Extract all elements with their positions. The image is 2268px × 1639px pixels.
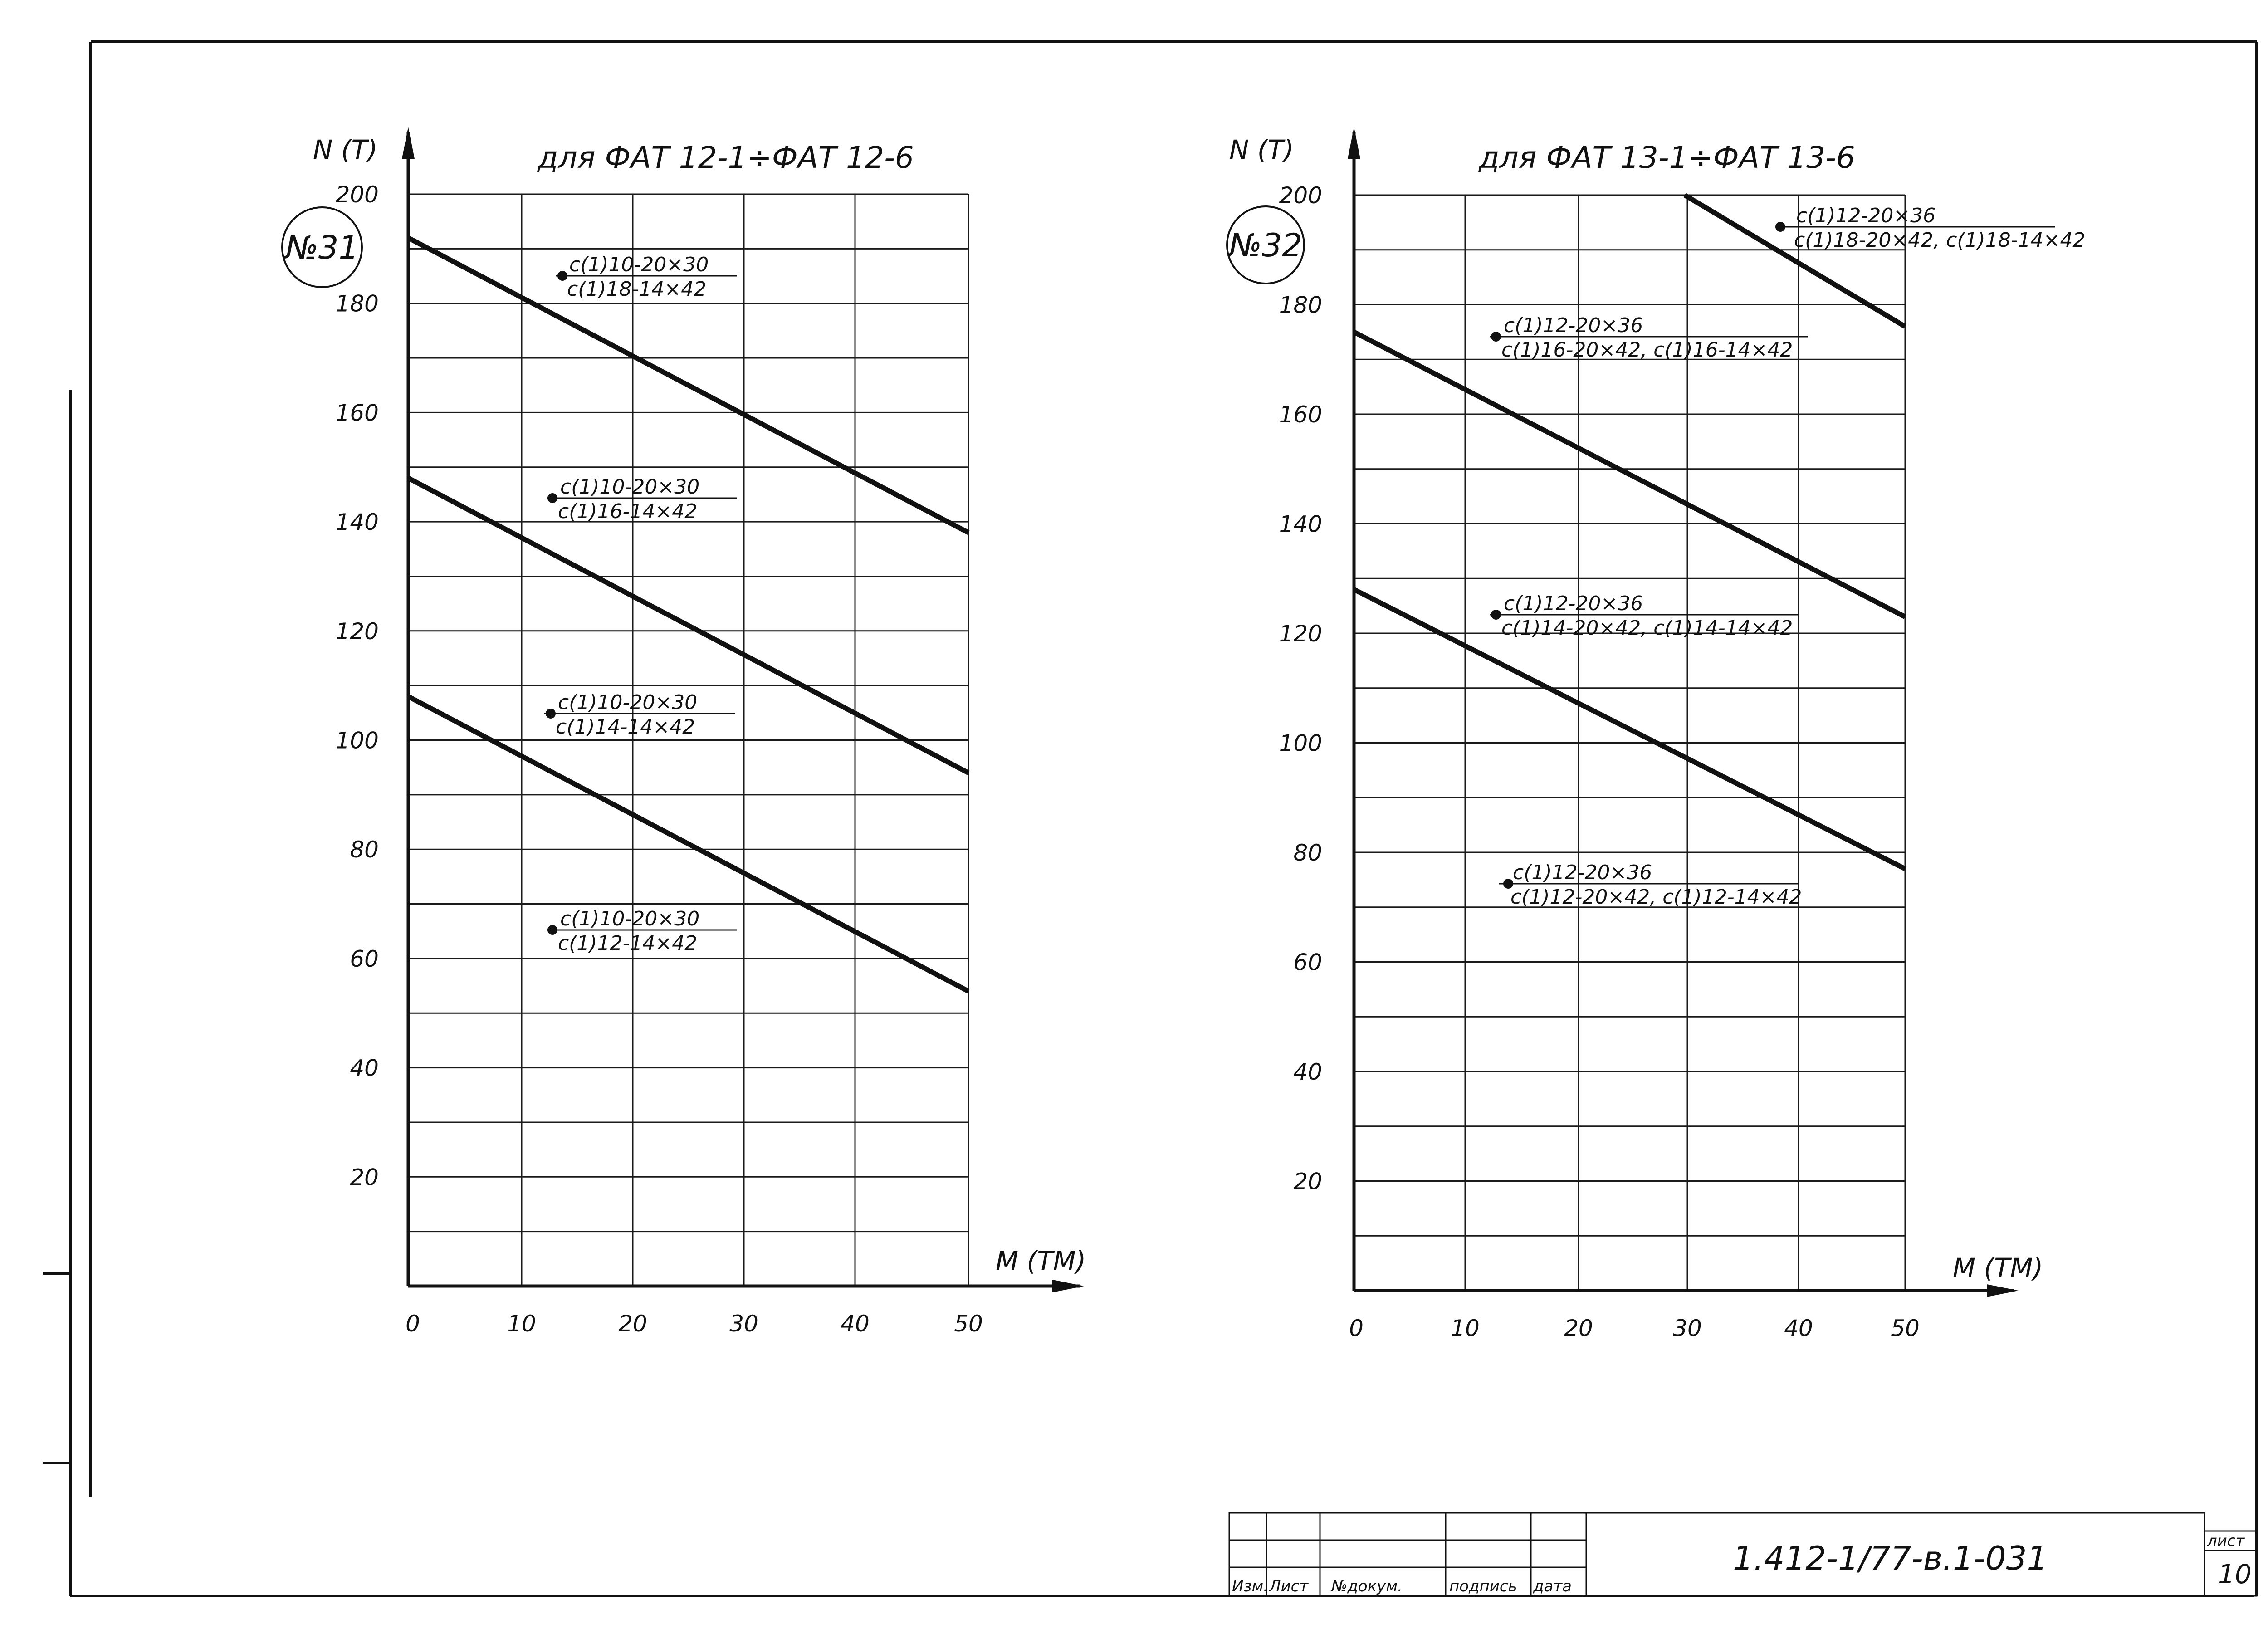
y-tick-label: 80 <box>350 837 379 863</box>
chart-fat13-plot: 20 40 60 80 100 120 140 160 180 200 0 10 20 30 40 50 c(1… <box>1279 127 2085 1341</box>
x-axis-label: М (ТМ) <box>1953 1252 2043 1283</box>
sheet-label: лист <box>2207 1532 2245 1550</box>
column-signature: подпись <box>1449 1577 1517 1595</box>
column-list: Лист <box>1268 1577 1309 1595</box>
series-label-top: c(1)12-20×36 <box>1513 861 1652 884</box>
series-label-top: c(1)12-20×36 <box>1504 314 1643 337</box>
x-axis-arrow <box>1052 1280 1084 1292</box>
y-tick-label: 180 <box>1279 292 1322 318</box>
y-tick-label: 100 <box>1279 730 1322 757</box>
x-tick-label: 50 <box>954 1311 983 1337</box>
series-label-dot <box>1775 222 1785 232</box>
x-tick-label: 0 <box>406 1311 420 1337</box>
x-tick-label: 20 <box>618 1311 647 1337</box>
y-tick-label: 60 <box>1293 949 1322 976</box>
x-tick-label: 10 <box>507 1311 536 1337</box>
y-tick-label: 20 <box>1293 1169 1322 1195</box>
chart-fat12-plot: 20 40 60 80 100 120 140 160 180 200 0 10 20 30 40 50 c(1… <box>336 127 1084 1337</box>
series-line-3 <box>1353 587 1906 871</box>
series-line-1 <box>407 235 970 535</box>
column-doc-number: №докум. <box>1330 1577 1403 1595</box>
y-tick-label: 160 <box>336 400 379 426</box>
badge-circle <box>1226 205 1305 284</box>
y-axis-arrow <box>1348 127 1360 159</box>
x-tick-label: 30 <box>729 1311 758 1337</box>
series-label-bottom: c(1)16-14×42 <box>558 500 697 523</box>
chart-badge: №32 <box>1227 227 1302 264</box>
sheet-number: 10 <box>2218 1559 2252 1590</box>
y-tick-label: 120 <box>336 618 379 645</box>
series-label-bottom: c(1)14-14×42 <box>556 715 695 739</box>
y-tick-label: 200 <box>336 181 379 208</box>
x-tick-label: 10 <box>1451 1315 1480 1341</box>
x-tick-label: 0 <box>1349 1315 1364 1341</box>
chart-fat12: 20 40 60 80 100 120 140 160 180 200 0 10 20 30 40 50 c(1… <box>281 127 1086 1337</box>
series-label-bottom: c(1)14-20×42, c(1)14-14×42 <box>1501 616 1793 640</box>
y-tick-label: 140 <box>336 509 379 535</box>
y-axis-arrow <box>402 127 415 159</box>
y-tick-label: 80 <box>1293 840 1322 866</box>
chart-title: для ФАТ 13-1÷ФАТ 13-6 <box>1478 140 1855 175</box>
y-tick-label: 60 <box>350 946 379 972</box>
series-label-top: c(1)12-20×36 <box>1504 592 1643 615</box>
column-izm: Изм. <box>1232 1577 1268 1595</box>
x-axis-label: М (ТМ) <box>996 1246 1086 1277</box>
x-tick-label: 40 <box>1784 1315 1813 1341</box>
chart-title: для ФАТ 12-1÷ФАТ 12-6 <box>537 140 914 175</box>
x-tick-label: 50 <box>1891 1315 1920 1341</box>
series-line-3 <box>407 694 970 993</box>
series-line-1 <box>1683 193 1906 329</box>
y-tick-label: 20 <box>350 1164 379 1190</box>
badge-circle <box>281 206 363 288</box>
y-axis-label: N (Т) <box>313 134 378 165</box>
y-tick-label: 140 <box>1279 511 1322 538</box>
x-tick-label: 30 <box>1673 1315 1702 1341</box>
x-tick-label: 20 <box>1564 1315 1593 1341</box>
series-label-top: c(1)12-20×36 <box>1796 204 1936 227</box>
y-axis-label: N (Т) <box>1229 134 1294 165</box>
y-tick-label: 120 <box>1279 621 1322 647</box>
column-date: дата <box>1533 1577 1572 1595</box>
title-block: Изм. Лист №докум. подпись дата 1.412-1/7… <box>1228 1512 2258 1597</box>
x-axis-arrow <box>1987 1284 2019 1297</box>
y-tick-label: 160 <box>1279 401 1322 428</box>
series-label-bottom: c(1)12-14×42 <box>558 932 697 955</box>
series-label-top: c(1)10-20×30 <box>558 691 697 714</box>
series-line-2 <box>1353 329 1906 619</box>
series-label-top: c(1)10-20×30 <box>569 253 709 276</box>
chart-badge: №31 <box>284 229 359 266</box>
series-label-bottom: c(1)18-20×42, c(1)18-14×42 <box>1794 229 2085 252</box>
y-tick-label: 100 <box>336 728 379 754</box>
x-tick-label: 40 <box>841 1311 870 1337</box>
y-tick-label: 200 <box>1279 182 1322 209</box>
series-label-bottom: c(1)16-20×42, c(1)16-14×42 <box>1501 338 1793 362</box>
sheet-frame <box>43 40 2258 1597</box>
series-label-bottom: c(1)12-20×42, c(1)12-14×42 <box>1510 886 1802 909</box>
series-label-top: c(1)10-20×30 <box>560 907 699 930</box>
y-tick-label: 40 <box>1293 1059 1322 1085</box>
chart-fat13: 20 40 60 80 100 120 140 160 180 200 0 10 20 30 40 50 c(1… <box>1226 127 2085 1341</box>
document-designation: 1.412-1/77-в.1-031 <box>1733 1539 2048 1577</box>
y-tick-label: 180 <box>336 291 379 317</box>
series-label-top: c(1)10-20×30 <box>560 475 699 499</box>
y-tick-label: 40 <box>350 1055 379 1081</box>
series-label-bottom: c(1)18-14×42 <box>567 278 706 301</box>
series-line-2 <box>407 475 970 775</box>
